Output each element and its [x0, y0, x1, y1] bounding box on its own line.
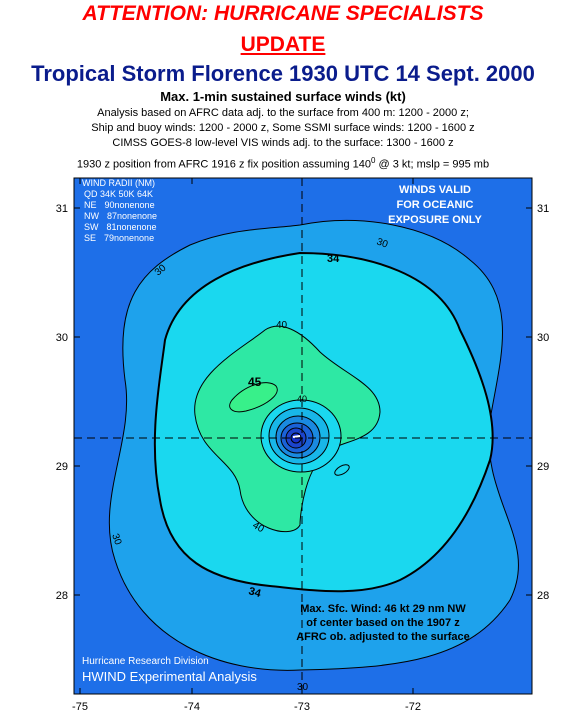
credit-org: Hurricane Research Division [82, 656, 209, 667]
credit: Hurricane Research Division HWIND Experi… [82, 656, 257, 684]
wind-radii-row: SE 79nonenone [84, 233, 154, 243]
contour-label: 40 [251, 520, 267, 535]
contour-label: 34 [327, 253, 340, 265]
storm-title: Tropical Storm Florence 1930 UTC 14 Sept… [31, 61, 535, 86]
max-wind-note: Max. Sfc. Wind: 46 kt 29 nm NW of center… [296, 603, 470, 643]
secondary-contour [334, 464, 350, 476]
lon-tick-label: -74 [184, 701, 200, 713]
update-title: UPDATE [240, 33, 326, 56]
wind-radii-row: NE 90nonenone [84, 200, 155, 210]
lat-tick-label: 31 [56, 203, 68, 215]
contour-field [74, 178, 532, 694]
longitude-tick-labels: -75 -74 -73 -72 [72, 701, 421, 713]
wind-radii-title: WIND RADII (NM) [82, 178, 155, 188]
position-tail: @ 3 kt; mslp = 995 mb [375, 158, 490, 171]
valid-note: WINDS VALID FOR OCEANIC EXPOSURE ONLY [388, 184, 482, 226]
analysis-line-2: Ship and buoy winds: 1200 - 2000 z, Some… [91, 122, 475, 134]
valid-note-line: WINDS VALID [399, 184, 471, 196]
position-degree: 0 [371, 156, 376, 165]
valid-note-line: EXPOSURE ONLY [388, 214, 482, 226]
lat-tick-label: 29 [56, 461, 68, 473]
contour-45-region [229, 382, 278, 413]
lat-tick-label: 30 [537, 332, 549, 344]
valid-note-line: FOR OCEANIC [397, 199, 474, 211]
max-wind-note-line: Max. Sfc. Wind: 46 kt 29 nm NW [300, 603, 466, 615]
contour-label: 45 [248, 375, 262, 389]
wind-radii-row: SW 81nonenone [84, 222, 157, 232]
lat-tick-label: 30 [56, 332, 68, 344]
max-wind-note-line: AFRC ob. adjusted to the surface [296, 631, 470, 643]
position-line: 1930 z position from AFRC 1916 z fix pos… [0, 156, 566, 171]
storm-core [260, 399, 342, 473]
lat-tick-label: 28 [537, 590, 549, 602]
tick-marks [74, 178, 532, 694]
lon-tick-label: -72 [405, 701, 421, 713]
contour-label: 34 [247, 585, 263, 600]
analysis-line-3: CIMSS GOES-8 low-level VIS winds adj. to… [112, 137, 454, 149]
wind-radii-header: QD 34K 50K 64K [84, 189, 153, 199]
wind-radii-table: WIND RADII (NM) QD 34K 50K 64K NE 90nonen… [82, 178, 157, 243]
contour-label: 40 [276, 320, 288, 331]
lat-tick-label: 29 [537, 461, 549, 473]
contour-labels: 30 30 30 30 34 34 40 40 40 45 [109, 236, 389, 693]
contour-label: 40 [297, 394, 307, 404]
lon-tick-label: -73 [294, 701, 310, 713]
latitude-tick-labels-right: 31 30 29 28 [537, 203, 549, 602]
contour-label: 30 [375, 236, 390, 250]
contour-label: 30 [297, 682, 309, 693]
lat-tick-label: 31 [537, 203, 549, 215]
credit-product: HWIND Experimental Analysis [82, 669, 257, 684]
wind-radii-row: NW 87nonenone [84, 211, 157, 221]
analysis-line-1: Analysis based on AFRC data adj. to the … [97, 107, 469, 119]
plot-frame [73, 177, 533, 695]
map-subtitle: Max. 1-min sustained surface winds (kt) [160, 89, 406, 104]
max-wind-note-line: of center based on the 1907 z [306, 617, 460, 629]
contour-label: 30 [109, 532, 123, 547]
alert-title: ATTENTION: HURRICANE SPECIALISTS [82, 2, 484, 25]
lat-tick-label: 28 [56, 590, 68, 602]
crosshair [74, 178, 532, 694]
latitude-tick-labels-left: 31 30 29 28 [56, 203, 68, 602]
position-text: 1930 z position from AFRC 1916 z fix pos… [76, 158, 372, 171]
lon-tick-label: -75 [72, 701, 88, 713]
